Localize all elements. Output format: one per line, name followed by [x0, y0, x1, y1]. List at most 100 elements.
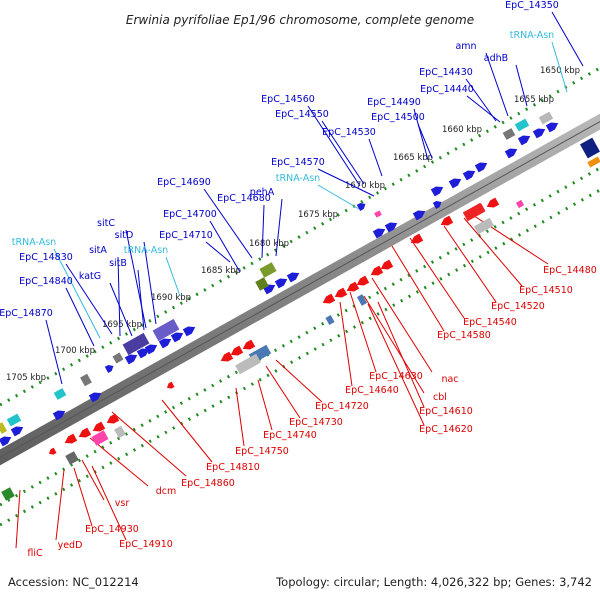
gene-label-lower[interactable]: EpC_14720 — [315, 401, 369, 412]
gene-label-upper[interactable]: EpC_14560 — [261, 94, 315, 105]
gene-label-lower[interactable]: yedD — [58, 540, 83, 551]
gene-label-upper[interactable]: EpC_14570 — [271, 157, 325, 168]
gene-arrow[interactable] — [219, 351, 234, 365]
gene-arrow[interactable] — [91, 421, 106, 435]
feature-block[interactable] — [112, 352, 124, 364]
gene-arrow[interactable] — [274, 276, 289, 289]
gene-label-upper[interactable]: EpC_14680 — [217, 193, 271, 204]
feature-block[interactable] — [91, 430, 109, 446]
gene-arrow[interactable] — [485, 197, 500, 211]
feature-block[interactable] — [235, 353, 261, 375]
gene-arrow[interactable] — [104, 363, 115, 374]
gene-label-lower[interactable]: EpC_14750 — [235, 446, 289, 457]
gene-arrow[interactable] — [88, 390, 103, 403]
feature-block[interactable] — [80, 373, 92, 387]
gene-arrow[interactable] — [532, 126, 547, 139]
gene-arrow[interactable] — [47, 447, 57, 457]
gene-label-upper[interactable]: EpC_14710 — [159, 230, 213, 241]
gene-label-upper[interactable]: EpC_14550 — [275, 109, 329, 120]
feature-block[interactable] — [538, 111, 554, 125]
gene-arrow[interactable] — [462, 168, 477, 181]
feature-block[interactable] — [502, 128, 516, 140]
gene-arrow[interactable] — [0, 434, 13, 447]
gene-label-lower[interactable]: nac — [441, 374, 458, 385]
gene-arrow[interactable] — [430, 184, 445, 197]
gene-label-upper[interactable]: sitA — [89, 245, 107, 256]
feature-block[interactable] — [587, 156, 600, 168]
gene-arrow[interactable] — [170, 330, 185, 343]
gene-arrow[interactable] — [165, 381, 175, 391]
gene-arrow[interactable] — [369, 265, 384, 279]
feature-block[interactable] — [515, 199, 525, 209]
gene-label-lower[interactable]: EpC_14620 — [419, 424, 473, 435]
feature-block[interactable] — [0, 422, 8, 434]
gene-arrow[interactable] — [372, 226, 387, 239]
gene-arrow[interactable] — [124, 352, 139, 365]
gene-arrow[interactable] — [474, 160, 489, 173]
gene-label-lower[interactable]: EpC_14730 — [289, 417, 343, 428]
gene-arrow[interactable] — [448, 176, 463, 189]
feature-block[interactable] — [514, 118, 530, 132]
gene-label-upper[interactable]: sitB — [109, 258, 127, 269]
gene-arrow[interactable] — [379, 259, 394, 273]
gene-label-lower[interactable]: EpC_14810 — [206, 462, 260, 473]
feature-block[interactable] — [152, 318, 180, 342]
gene-arrow[interactable] — [545, 120, 560, 133]
feature-block[interactable] — [1, 487, 15, 501]
gene-arrow[interactable] — [333, 287, 348, 301]
gene-label-upper[interactable]: tRNA-Asn — [12, 237, 56, 248]
gene-arrow[interactable] — [63, 433, 78, 447]
gene-label-lower[interactable]: EpC_14520 — [491, 301, 545, 312]
gene-label-lower[interactable]: EpC_14910 — [119, 539, 173, 550]
gene-label-lower[interactable]: EpC_14930 — [85, 524, 139, 535]
gene-label-lower[interactable]: EpC_14630 — [369, 371, 423, 382]
gene-label-lower[interactable]: dcm — [156, 486, 177, 497]
feature-block[interactable] — [325, 315, 335, 325]
gene-arrow[interactable] — [356, 201, 367, 212]
gene-label-upper[interactable]: EpC_14830 — [19, 252, 73, 263]
gene-label-lower[interactable]: EpC_14640 — [345, 385, 399, 396]
gene-arrow[interactable] — [345, 281, 360, 295]
gene-label-upper[interactable]: EpC_14430 — [419, 67, 473, 78]
gene-label-upper[interactable]: tRNA-Asn — [510, 30, 554, 41]
gene-label-lower[interactable]: EpC_14540 — [463, 317, 517, 328]
feature-block[interactable] — [53, 388, 67, 400]
gene-label-upper[interactable]: EpC_14350 — [505, 0, 559, 11]
gene-arrow[interactable] — [504, 146, 519, 159]
gene-arrow[interactable] — [409, 233, 424, 247]
gene-arrow[interactable] — [10, 424, 25, 437]
gene-arrow[interactable] — [144, 342, 159, 355]
gene-arrow[interactable] — [158, 336, 173, 349]
gene-arrow[interactable] — [105, 413, 120, 427]
gene-label-lower[interactable]: EpC_14610 — [419, 406, 473, 417]
gene-label-upper[interactable]: amn — [455, 41, 476, 52]
gene-label-lower[interactable]: fliC — [27, 548, 43, 559]
feature-block[interactable] — [473, 217, 495, 235]
gene-label-upper[interactable]: EpC_14840 — [19, 276, 73, 287]
feature-block[interactable] — [6, 413, 22, 427]
feature-block[interactable] — [259, 262, 277, 278]
feature-block[interactable] — [114, 425, 126, 439]
feature-block[interactable] — [374, 210, 382, 218]
gene-label-upper[interactable]: EpC_14500 — [371, 112, 425, 123]
gene-label-lower[interactable]: EpC_14860 — [181, 478, 235, 489]
feature-block[interactable] — [579, 137, 600, 159]
gene-label-upper[interactable]: katG — [79, 271, 101, 282]
feature-block[interactable] — [255, 277, 269, 291]
gene-arrow[interactable] — [355, 275, 370, 289]
gene-label-lower[interactable]: vsr — [115, 498, 130, 509]
gene-label-lower[interactable]: EpC_14510 — [519, 285, 573, 296]
gene-label-upper[interactable]: tRNA-Asn — [276, 173, 320, 184]
gene-arrow[interactable] — [321, 293, 336, 307]
gene-label-upper[interactable]: EpC_14530 — [322, 127, 376, 138]
gene-arrow[interactable] — [229, 345, 244, 359]
feature-block[interactable] — [462, 202, 486, 222]
feature-block[interactable] — [356, 294, 368, 306]
gene-arrow[interactable] — [412, 208, 427, 221]
gene-arrow[interactable] — [432, 199, 443, 210]
gene-arrow[interactable] — [517, 133, 532, 146]
gene-arrow[interactable] — [52, 408, 67, 421]
gene-label-lower[interactable]: EpC_14580 — [437, 330, 491, 341]
gene-label-upper[interactable]: sitD — [115, 230, 134, 241]
gene-label-upper[interactable]: sitC — [97, 218, 115, 229]
